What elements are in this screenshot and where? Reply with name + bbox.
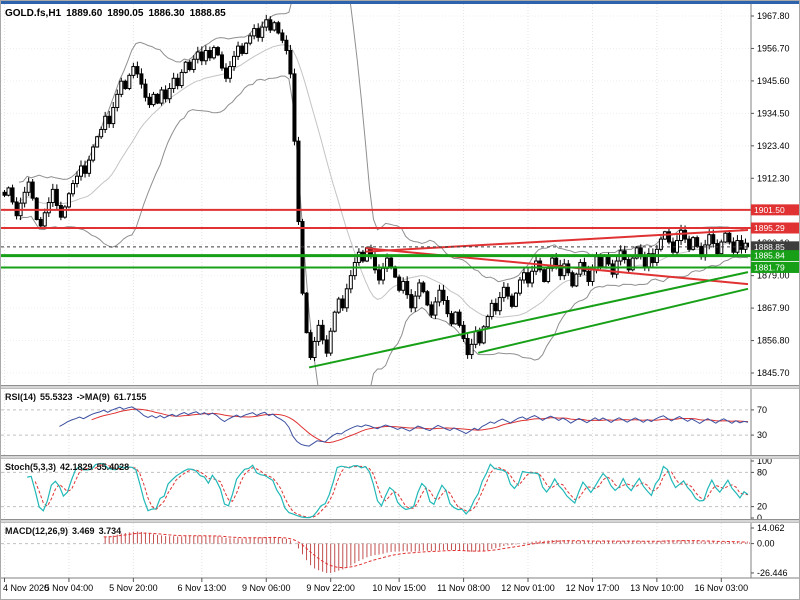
- support-resistance-lines: [1, 208, 751, 269]
- macd-label: MACD(12,26,9): [5, 526, 69, 536]
- close-value: 1888.85: [189, 8, 226, 19]
- svg-text:1912.30: 1912.30: [757, 173, 790, 183]
- open-value: 1889.60: [66, 8, 103, 19]
- svg-text:1956.70: 1956.70: [757, 43, 790, 53]
- rsi-panel-title: RSI(14) 55.5323 ->MA(9) 61.7155: [5, 392, 150, 402]
- svg-text:12 Nov 01:00: 12 Nov 01:00: [501, 583, 555, 593]
- rsi-panel-layer: 70 30: [1, 405, 767, 447]
- low-value: 1886.30: [148, 8, 185, 19]
- svg-text:1867.90: 1867.90: [757, 303, 790, 313]
- macd-signal-value: 3.734: [98, 526, 122, 536]
- window-top-border: [1, 1, 799, 4]
- svg-text:5 Nov 20:00: 5 Nov 20:00: [109, 583, 158, 593]
- svg-text:13 Nov 10:00: 13 Nov 10:00: [630, 583, 684, 593]
- svg-text:1881.79: 1881.79: [754, 262, 785, 272]
- rsi-label: RSI(14): [5, 392, 37, 402]
- candles-layer: [2, 14, 749, 362]
- svg-text:30: 30: [757, 430, 767, 440]
- macd-signal-line: [103, 532, 749, 569]
- svg-text:10 Nov 15:00: 10 Nov 15:00: [372, 583, 426, 593]
- stoch-d-line: [34, 463, 749, 518]
- svg-text:100: 100: [757, 456, 772, 466]
- time-axis-drag-area[interactable]: [1, 578, 799, 599]
- svg-text:1845.70: 1845.70: [757, 368, 790, 378]
- grid-layer: [1, 4, 751, 578]
- svg-text:5 Nov 04:00: 5 Nov 04:00: [45, 583, 94, 593]
- high-value: 1890.05: [107, 8, 144, 19]
- trendlines-layer: [308, 229, 749, 369]
- symbol-label: GOLD.fs,H1: [5, 8, 62, 19]
- svg-text:1934.50: 1934.50: [757, 108, 790, 118]
- svg-text:1895.29: 1895.29: [754, 223, 785, 233]
- svg-text:20: 20: [757, 502, 767, 512]
- price-axis-drag-area[interactable]: [751, 1, 799, 578]
- stoch-label: Stoch(5,3,3): [5, 462, 57, 472]
- svg-text:16 Nov 03:00: 16 Nov 03:00: [695, 583, 749, 593]
- svg-text:80: 80: [757, 467, 767, 477]
- panel-splitter-stoch[interactable]: [1, 455, 799, 459]
- stoch-k-value: 42.1829: [60, 462, 93, 472]
- rsi-ma-label: ->MA(9): [76, 392, 110, 402]
- macd-histogram: [104, 531, 750, 573]
- svg-text:9 Nov 06:00: 9 Nov 06:00: [242, 583, 291, 593]
- stoch-d-value: 55.4028: [96, 462, 130, 472]
- svg-text:1888.85: 1888.85: [754, 242, 785, 252]
- svg-text:1879.00: 1879.00: [757, 271, 790, 281]
- macd-value: 3.469: [72, 526, 95, 536]
- panel-splitter-rsi[interactable]: [1, 385, 799, 389]
- svg-text:14.062: 14.062: [757, 523, 785, 533]
- symbol-ohlc-header: GOLD.fs,H1 1889.60 1890.05 1886.30 1888.85: [5, 8, 231, 19]
- svg-text:1967.80: 1967.80: [757, 11, 790, 21]
- svg-text:11 Nov 08:00: 11 Nov 08:00: [437, 583, 490, 593]
- svg-text:6 Nov 13:00: 6 Nov 13:00: [178, 583, 227, 593]
- stoch-k-line: [27, 463, 749, 519]
- panel-splitter-macd[interactable]: [1, 519, 799, 523]
- macd-panel-title: MACD(12,26,9) 3.469 3.734: [5, 526, 125, 536]
- svg-text:1923.40: 1923.40: [757, 141, 790, 151]
- svg-text:-26.446: -26.446: [757, 568, 788, 578]
- svg-text:4 Nov 2020: 4 Nov 2020: [3, 583, 49, 593]
- svg-text:12 Nov 17:00: 12 Nov 17:00: [566, 583, 620, 593]
- rsi-ma-value: 61.7155: [113, 392, 147, 402]
- svg-text:70: 70: [757, 405, 767, 415]
- rsi-value: 55.5323: [40, 392, 73, 402]
- svg-text:0.00: 0.00: [757, 539, 775, 549]
- macd-panel-layer: 14.062 0.00 -26.446: [1, 523, 788, 578]
- svg-text:1901.50: 1901.50: [754, 205, 785, 215]
- rsi-line: [59, 406, 749, 447]
- svg-text:1945.60: 1945.60: [757, 76, 790, 86]
- svg-text:0: 0: [757, 513, 762, 523]
- stoch-panel-title: Stoch(5,3,3) 42.1829 55.4028: [5, 462, 133, 472]
- svg-text:9 Nov 22:00: 9 Nov 22:00: [306, 583, 355, 593]
- svg-text:1856.80: 1856.80: [757, 336, 790, 346]
- svg-text:1885.84: 1885.84: [754, 251, 785, 261]
